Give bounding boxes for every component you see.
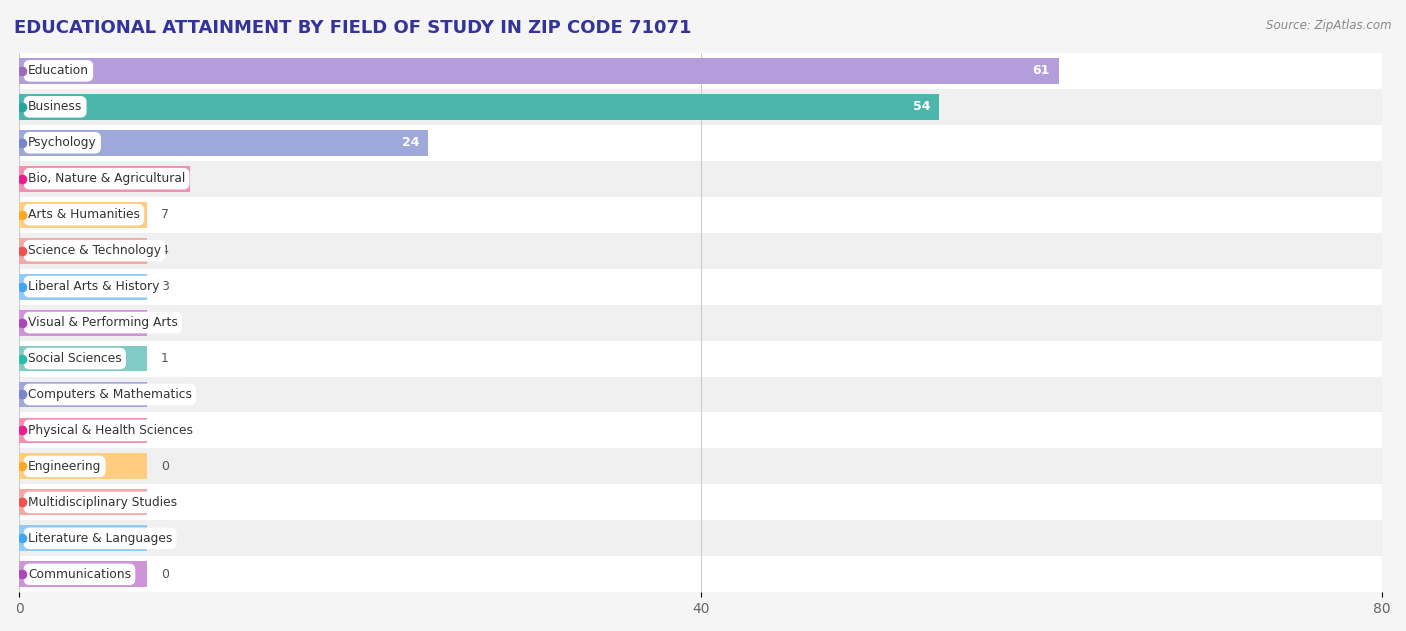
Bar (20, 310, 148, 336)
Text: Arts & Humanities: Arts & Humanities (28, 208, 139, 221)
Text: 3: 3 (160, 316, 169, 329)
Bar (20, 89, 1382, 125)
Bar (20, 238, 148, 264)
Bar (20, 418, 148, 444)
Bar (20, 382, 148, 408)
Bar (20, 521, 1382, 557)
Bar (20, 94, 939, 120)
Text: EDUCATIONAL ATTAINMENT BY FIELD OF STUDY IN ZIP CODE 71071: EDUCATIONAL ATTAINMENT BY FIELD OF STUDY… (14, 19, 692, 37)
Bar (20, 346, 148, 372)
Bar (20, 202, 148, 228)
Bar (20, 125, 1382, 161)
Text: Business: Business (28, 100, 83, 114)
Text: 0: 0 (160, 424, 169, 437)
Bar (20, 269, 1382, 305)
Bar (20, 490, 148, 516)
Text: 3: 3 (160, 280, 169, 293)
Text: 0: 0 (160, 460, 169, 473)
Bar (20, 233, 1382, 269)
Text: Engineering: Engineering (28, 460, 101, 473)
Text: 24: 24 (402, 136, 420, 150)
Bar (20, 166, 190, 192)
Text: 1: 1 (160, 352, 169, 365)
Bar (20, 526, 148, 551)
Text: Liberal Arts & History: Liberal Arts & History (28, 280, 159, 293)
Bar (20, 130, 429, 156)
Bar (20, 305, 1382, 341)
Bar (20, 557, 1382, 593)
Text: Physical & Health Sciences: Physical & Health Sciences (28, 424, 193, 437)
Text: 0: 0 (160, 388, 169, 401)
Bar (20, 454, 148, 480)
Text: Bio, Nature & Agricultural: Bio, Nature & Agricultural (28, 172, 186, 186)
Text: 61: 61 (1032, 64, 1050, 78)
Text: Literature & Languages: Literature & Languages (28, 532, 173, 545)
Bar (20, 485, 1382, 521)
Text: 7: 7 (160, 208, 169, 221)
Bar (20, 58, 1059, 84)
Bar (20, 161, 1382, 197)
Bar (20, 449, 1382, 485)
Bar (20, 341, 1382, 377)
Bar (20, 377, 1382, 413)
Bar (20, 413, 1382, 449)
Text: Computers & Mathematics: Computers & Mathematics (28, 388, 191, 401)
Text: 0: 0 (160, 568, 169, 581)
Text: 0: 0 (160, 532, 169, 545)
Bar (20, 274, 148, 300)
Text: Source: ZipAtlas.com: Source: ZipAtlas.com (1267, 19, 1392, 32)
Text: Multidisciplinary Studies: Multidisciplinary Studies (28, 496, 177, 509)
Text: Social Sciences: Social Sciences (28, 352, 122, 365)
Text: Science & Technology: Science & Technology (28, 244, 160, 257)
Text: 4: 4 (160, 244, 169, 257)
Bar (20, 197, 1382, 233)
Text: 54: 54 (914, 100, 931, 114)
Bar (20, 53, 1382, 89)
Text: Visual & Performing Arts: Visual & Performing Arts (28, 316, 177, 329)
Text: Communications: Communications (28, 568, 131, 581)
Text: Education: Education (28, 64, 89, 78)
Text: Psychology: Psychology (28, 136, 97, 150)
Text: 10: 10 (163, 172, 181, 186)
Text: 0: 0 (160, 496, 169, 509)
Bar (20, 562, 148, 587)
